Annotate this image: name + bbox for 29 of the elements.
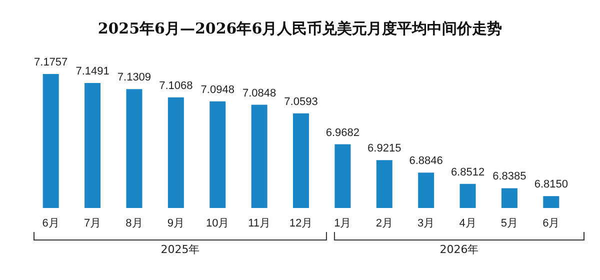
x-tick-label: 2月 (376, 218, 393, 230)
x-tick-label: 1月 (334, 218, 352, 230)
text: 2026年 (440, 243, 479, 256)
data-label: 7.1491 (76, 66, 110, 78)
x-tick-label: 7月 (84, 218, 102, 230)
data-label: 7.0593 (284, 96, 318, 108)
x-tick-label: 3月 (418, 218, 435, 230)
data-label: 6.8150 (534, 178, 568, 191)
data-label: 7.1309 (117, 72, 152, 84)
x-tick-label: 8月 (126, 218, 143, 230)
x-tick-label: 11月 (248, 218, 271, 230)
data-label: 6.9682 (326, 126, 360, 139)
x-tick-label: 4月 (459, 218, 476, 230)
x-tick-label: 12月 (289, 218, 313, 230)
x-tick-label: 6月 (542, 218, 560, 230)
data-label: 7.1068 (159, 80, 193, 92)
data-label: 6.9215 (368, 142, 402, 155)
text: 2025年 (160, 243, 200, 256)
data-label: 6.8512 (450, 166, 485, 178)
x-tick-label: 6月 (42, 218, 60, 230)
data-label: 6.8846 (409, 155, 443, 168)
data-label: 6.8385 (492, 170, 526, 183)
data-label: 7.0948 (200, 84, 234, 96)
chart-title: 2025年6月—2026年6月人民币兑美元月度平均中间价走势 (98, 20, 502, 38)
x-tick-label: 9月 (167, 218, 184, 230)
data-label: 7.0848 (242, 87, 276, 100)
data-label: 7.1757 (34, 56, 68, 68)
x-tick-label: 5月 (500, 218, 518, 230)
x-tick-label: 10月 (206, 218, 230, 230)
